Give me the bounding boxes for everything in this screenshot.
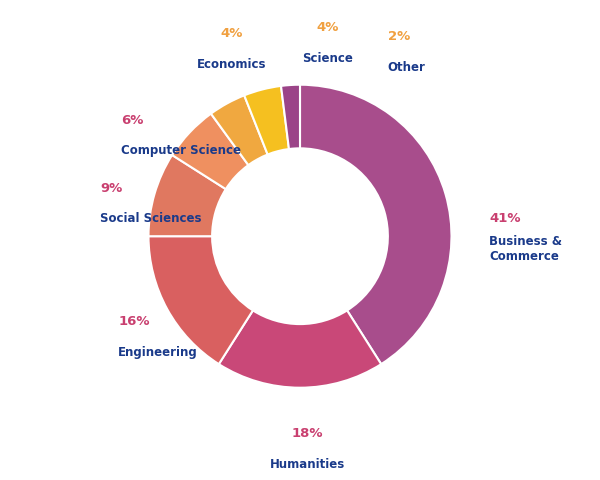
Wedge shape bbox=[149, 155, 226, 236]
Text: Other: Other bbox=[388, 61, 426, 74]
Text: Humanities: Humanities bbox=[270, 458, 345, 471]
Text: 18%: 18% bbox=[292, 427, 323, 441]
Wedge shape bbox=[219, 311, 381, 388]
Text: 4%: 4% bbox=[221, 27, 243, 40]
Text: 9%: 9% bbox=[100, 182, 122, 195]
Wedge shape bbox=[244, 86, 289, 155]
Text: 41%: 41% bbox=[490, 212, 521, 225]
Text: Science: Science bbox=[302, 52, 353, 65]
Text: Social Sciences: Social Sciences bbox=[100, 212, 202, 225]
Wedge shape bbox=[300, 84, 451, 364]
Wedge shape bbox=[172, 114, 248, 189]
Text: Business &
Commerce: Business & Commerce bbox=[490, 235, 562, 263]
Wedge shape bbox=[281, 84, 300, 149]
Text: 16%: 16% bbox=[118, 315, 150, 328]
Text: 2%: 2% bbox=[388, 31, 410, 44]
Text: Economics: Economics bbox=[197, 58, 266, 71]
Wedge shape bbox=[149, 236, 253, 364]
Text: 4%: 4% bbox=[316, 22, 338, 35]
Text: Computer Science: Computer Science bbox=[121, 144, 241, 157]
Text: Engineering: Engineering bbox=[118, 346, 198, 359]
Text: 6%: 6% bbox=[121, 114, 143, 127]
Wedge shape bbox=[211, 96, 268, 165]
